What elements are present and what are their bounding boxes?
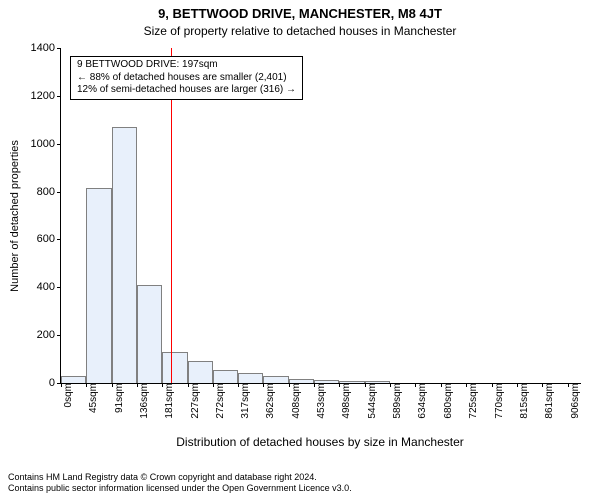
x-tick-label: 634sqm (415, 383, 428, 419)
x-tick-label: 906sqm (568, 383, 581, 419)
x-tick-label: 861sqm (542, 383, 555, 419)
footer: Contains HM Land Registry data © Crown c… (8, 472, 592, 494)
x-tick-label: 680sqm (441, 383, 454, 419)
histogram-bar (137, 285, 162, 383)
x-tick-mark (542, 383, 543, 387)
histogram-bar (86, 188, 112, 383)
x-tick-label: 317sqm (238, 383, 251, 419)
y-tick-mark (57, 144, 61, 145)
x-tick-label: 45sqm (86, 383, 99, 413)
x-tick-label: 181sqm (162, 383, 175, 419)
y-axis-label: Number of detached properties (9, 140, 21, 292)
x-tick-mark (137, 383, 138, 387)
y-tick-mark (57, 48, 61, 49)
y-tick-mark (57, 192, 61, 193)
histogram-bar (263, 376, 289, 383)
x-tick-mark (86, 383, 87, 387)
histogram-bar (213, 370, 238, 383)
x-tick-label: 362sqm (263, 383, 276, 419)
x-tick-label: 136sqm (137, 383, 150, 419)
histogram-bar (238, 373, 263, 383)
x-tick-mark (415, 383, 416, 387)
histogram-bar (162, 352, 188, 383)
x-tick-mark (162, 383, 163, 387)
x-tick-mark (213, 383, 214, 387)
annotation-line: ← 88% of detached houses are smaller (2,… (77, 72, 296, 85)
x-tick-label: 498sqm (339, 383, 352, 419)
y-tick-mark (57, 239, 61, 240)
x-tick-mark (238, 383, 239, 387)
x-axis-label: Distribution of detached houses by size … (60, 435, 580, 449)
x-tick-mark (466, 383, 467, 387)
histogram-bar (61, 376, 86, 383)
x-tick-label: 589sqm (390, 383, 403, 419)
annotation-line: 12% of semi-detached houses are larger (… (77, 84, 296, 97)
x-tick-label: 91sqm (112, 383, 125, 413)
x-tick-label: 544sqm (365, 383, 378, 419)
footer-line: Contains public sector information licen… (8, 483, 592, 494)
x-tick-mark (112, 383, 113, 387)
x-tick-mark (314, 383, 315, 387)
x-tick-mark (61, 383, 62, 387)
x-tick-mark (517, 383, 518, 387)
x-tick-mark (568, 383, 569, 387)
x-tick-mark (263, 383, 264, 387)
x-tick-mark (188, 383, 189, 387)
x-tick-label: 770sqm (492, 383, 505, 419)
footer-line: Contains HM Land Registry data © Crown c… (8, 472, 592, 483)
annotation-box: 9 BETTWOOD DRIVE: 197sqm ← 88% of detach… (70, 56, 303, 100)
x-tick-label: 227sqm (188, 383, 201, 419)
x-tick-mark (492, 383, 493, 387)
x-tick-label: 0sqm (61, 383, 74, 407)
x-tick-mark (289, 383, 290, 387)
x-tick-label: 408sqm (289, 383, 302, 419)
x-tick-label: 725sqm (466, 383, 479, 419)
histogram-bar (112, 127, 137, 383)
annotation-line: 9 BETTWOOD DRIVE: 197sqm (77, 59, 296, 72)
y-tick-mark (57, 287, 61, 288)
y-tick-mark (57, 335, 61, 336)
x-tick-mark (339, 383, 340, 387)
histogram-bar (188, 361, 213, 383)
x-tick-mark (365, 383, 366, 387)
x-tick-mark (390, 383, 391, 387)
x-tick-label: 272sqm (213, 383, 226, 419)
x-tick-label: 815sqm (517, 383, 530, 419)
y-tick-mark (57, 96, 61, 97)
x-tick-label: 453sqm (314, 383, 327, 419)
x-tick-mark (441, 383, 442, 387)
chart-container: 9, BETTWOOD DRIVE, MANCHESTER, M8 4JT Si… (0, 0, 600, 500)
